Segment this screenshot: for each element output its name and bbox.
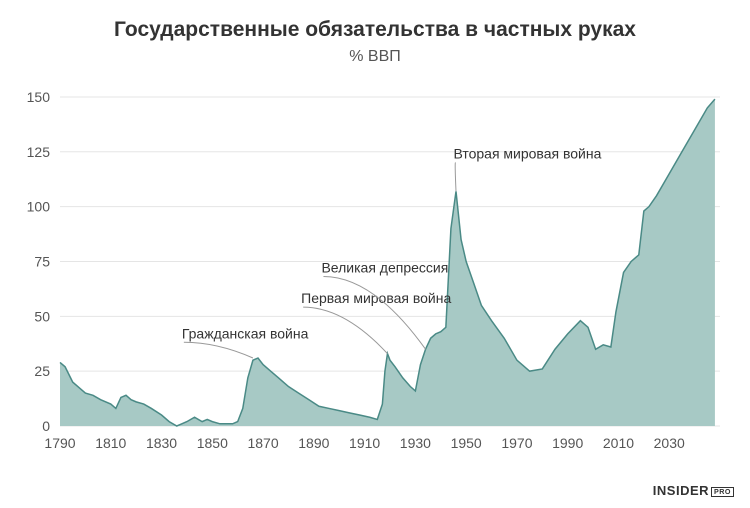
x-tick-label: 1850 xyxy=(197,435,228,451)
y-tick-label: 125 xyxy=(27,144,51,160)
branding-suffix: PRO xyxy=(711,487,734,497)
annotation-label: Вторая мировая война xyxy=(453,145,601,161)
y-tick-label: 50 xyxy=(34,308,50,324)
x-tick-label: 1950 xyxy=(451,435,482,451)
x-tick-label: 2030 xyxy=(654,435,685,451)
x-tick-label: 1930 xyxy=(400,435,431,451)
y-tick-label: 100 xyxy=(27,199,51,215)
x-tick-label: 1910 xyxy=(349,435,380,451)
area-chart: 0 25 50 75 100 125 150 1790 1810 1830 1850 1870 1890… xyxy=(0,66,750,466)
annotation-leader xyxy=(455,162,456,191)
x-tick-label: 1970 xyxy=(501,435,532,451)
annotation-label: Гражданская война xyxy=(182,325,309,341)
annotation-label: Великая депрессия xyxy=(321,259,448,275)
y-tick-label: 150 xyxy=(27,89,51,105)
x-tick-label: 1810 xyxy=(95,435,126,451)
x-tick-label: 1790 xyxy=(44,435,75,451)
annotation-leader xyxy=(184,342,253,358)
annotation-leader xyxy=(303,307,387,353)
chart-container: Государственные обязательства в частных … xyxy=(0,0,750,508)
branding: INSIDERPRO xyxy=(653,483,734,498)
chart-subtitle: % ВВП xyxy=(0,42,750,66)
y-tick-label: 25 xyxy=(34,363,50,379)
x-tick-label: 1890 xyxy=(298,435,329,451)
x-tick-label: 1990 xyxy=(552,435,583,451)
annotation-label: Первая мировая война xyxy=(301,290,451,306)
x-tick-label: 1870 xyxy=(247,435,278,451)
y-tick-label: 0 xyxy=(42,418,50,434)
x-tick-label: 1830 xyxy=(146,435,177,451)
chart-title: Государственные обязательства в частных … xyxy=(0,0,750,42)
annotation-leader xyxy=(323,276,425,349)
x-tick-label: 2010 xyxy=(603,435,634,451)
y-tick-label: 75 xyxy=(34,253,50,269)
branding-main: INSIDER xyxy=(653,483,709,498)
